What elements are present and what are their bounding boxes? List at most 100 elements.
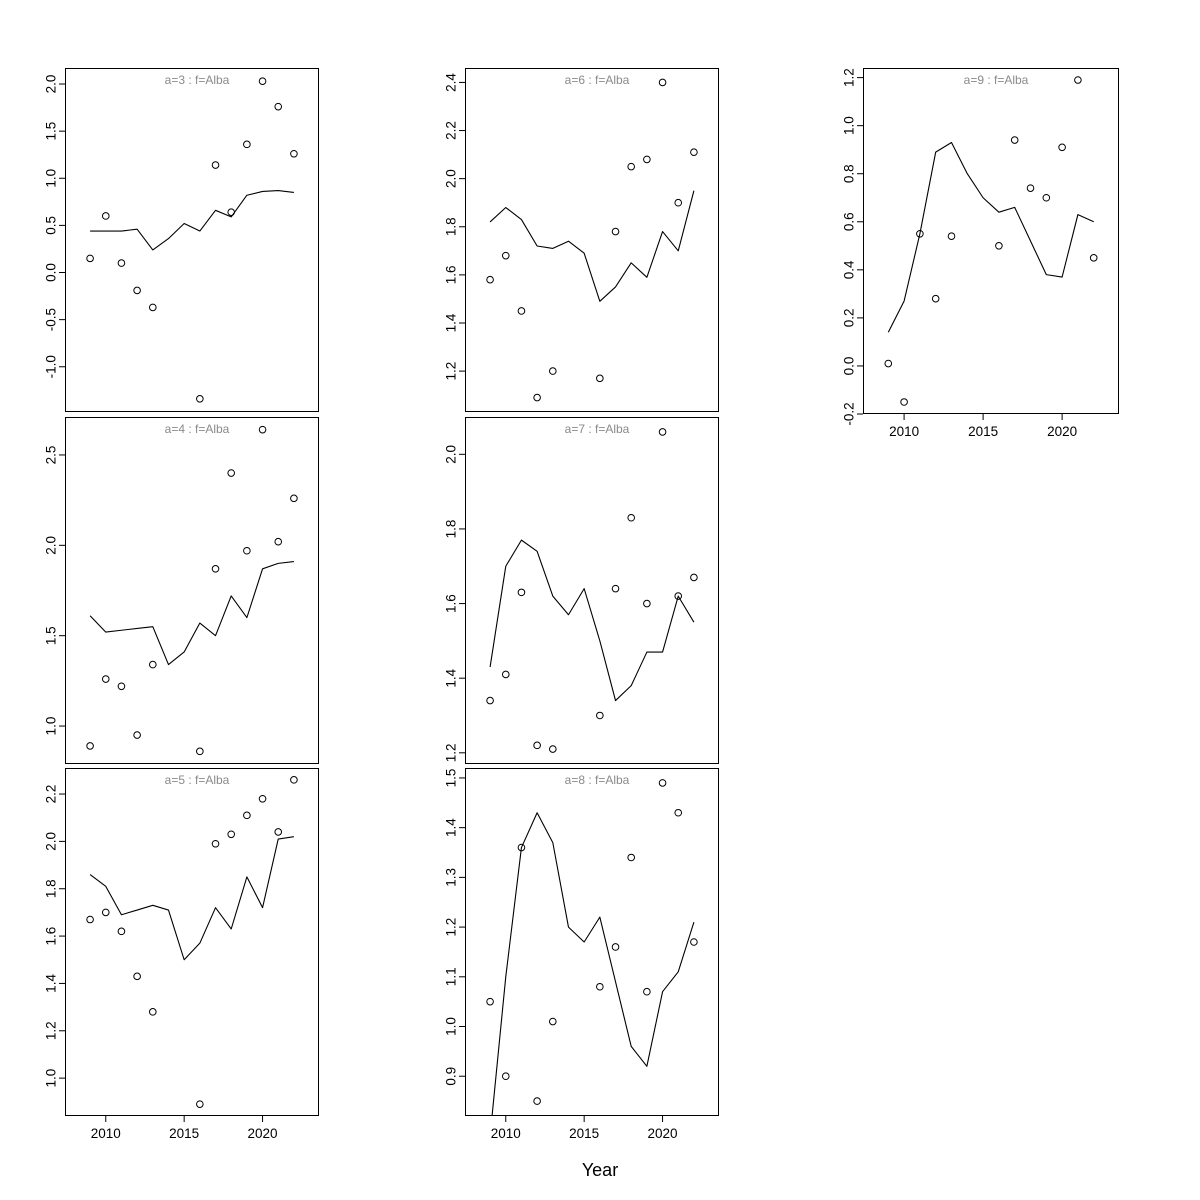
fitted-line [887, 141, 1094, 333]
data-point [627, 162, 636, 171]
data-point [290, 494, 298, 503]
data-point [947, 232, 956, 240]
fitted-line [89, 836, 294, 961]
panel-border [65, 417, 319, 764]
line-layer [86, 77, 298, 403]
y-tick-label: 1.0 [444, 1017, 459, 1036]
data-point [133, 731, 141, 739]
data-point [133, 972, 141, 981]
panel-border [465, 68, 719, 412]
line-layer [86, 776, 298, 1108]
data-point [149, 303, 157, 312]
data-point [196, 1100, 204, 1108]
line-layer [86, 425, 298, 756]
data-point [517, 843, 526, 852]
data-point [900, 398, 908, 406]
data-point [486, 275, 494, 284]
x-tick-label: 2010 [889, 424, 919, 439]
data-point [611, 584, 620, 593]
fitted-line [489, 539, 695, 702]
data-point [627, 513, 636, 522]
y-tick-label: 2.0 [44, 75, 59, 94]
panel-a5: a=5 : f=Alba 1.0 1.2 1.4 1.6 1.8 2.0 2.2 2010 201… [44, 768, 319, 1141]
fitted-line [90, 189, 294, 251]
panel-border [465, 768, 719, 1116]
y-tick-label: 1.6 [444, 594, 459, 613]
data-point [501, 1072, 510, 1081]
y-tick-label: 2.0 [444, 169, 459, 188]
y-tick-label: 1.6 [44, 927, 59, 946]
panel-a8: a=8 : f=Alba 0.9 1.0 1.1 1.2 1.3 1.4 1.5 2010 201… [444, 768, 719, 1141]
data-point [1010, 136, 1019, 144]
data-point [533, 393, 541, 402]
y-tick-label: 1.0 [44, 717, 59, 736]
y-tick-label: 1.5 [44, 122, 59, 141]
data-point [1089, 254, 1098, 262]
y-tick-label: 1.8 [444, 217, 459, 236]
data-point [274, 828, 283, 836]
data-point [86, 915, 94, 924]
data-point [486, 696, 494, 705]
y-tick-label: 1.4 [44, 974, 59, 993]
data-point [931, 294, 940, 303]
data-point [486, 997, 494, 1006]
y-tick-label: 1.2 [444, 743, 459, 762]
y-tick-label: -0.2 [842, 402, 857, 425]
data-point [258, 425, 267, 434]
data-point [643, 155, 651, 164]
x-tick-label: 2020 [1047, 424, 1077, 439]
panel-title: a=3 : f=Alba [165, 73, 230, 87]
panel-title: a=6 : f=Alba [565, 73, 630, 87]
panel-a3: a=3 : f=Alba -1.0 -0.5 0.0 0.5 1.0 1.5 2.0 [44, 68, 319, 412]
data-point [549, 1017, 557, 1026]
y-tick-label: 2.0 [444, 445, 459, 464]
data-point [101, 675, 110, 683]
y-tick-label: 0.2 [842, 308, 857, 327]
data-point [549, 367, 557, 375]
y-tick-label: 0.6 [842, 212, 857, 231]
data-point [1042, 193, 1051, 202]
panel-a9: a=9 : f=Alba -0.2 0.0 0.2 0.4 0.6 0.8 1.0 1.2 201… [842, 68, 1119, 439]
data-point [549, 745, 557, 753]
data-point [658, 78, 667, 87]
y-tick-label: 1.5 [44, 626, 59, 645]
data-point [117, 259, 126, 267]
y-tick-label: 2.4 [444, 73, 459, 92]
data-point [211, 161, 220, 169]
data-point [243, 546, 251, 555]
data-point [643, 599, 651, 608]
data-point [690, 573, 698, 582]
data-point [196, 747, 204, 756]
y-tick-label: 0.0 [842, 357, 857, 376]
panel-a6: a=6 : f=Alba 1.2 1.4 1.6 1.8 2.0 2.2 2.4 [444, 68, 719, 412]
data-point [274, 537, 283, 546]
data-point [674, 808, 683, 817]
data-point [658, 779, 667, 787]
data-point [690, 148, 698, 156]
data-point [643, 987, 651, 996]
data-point [258, 794, 267, 803]
data-point [243, 811, 251, 820]
y-tick-label: 2.0 [44, 536, 59, 555]
data-point [211, 839, 220, 848]
x-tick-label: 2020 [648, 1126, 678, 1141]
data-point [149, 660, 157, 669]
y-tick-label: 0.8 [842, 164, 857, 183]
panel-title: a=5 : f=Alba [165, 773, 230, 787]
data-point [995, 242, 1003, 250]
data-point [117, 927, 126, 936]
data-point [658, 428, 667, 436]
panel-border [465, 417, 719, 764]
panel-title: a=9 : f=Alba [964, 73, 1029, 87]
y-tick-label: 1.4 [444, 313, 459, 332]
panel-title: a=8 : f=Alba [565, 773, 630, 787]
data-point [674, 592, 683, 600]
line-layer [884, 76, 1098, 406]
data-point [501, 670, 510, 679]
data-point [86, 742, 94, 750]
y-tick-label: 1.0 [44, 169, 59, 188]
y-tick-label: 1.0 [44, 1069, 59, 1088]
x-tick-label: 2010 [91, 1126, 121, 1141]
panel-a4: a=4 : f=Alba 1.0 1.5 2.0 2.5 [44, 417, 319, 764]
y-tick-label: 2.2 [44, 785, 59, 804]
